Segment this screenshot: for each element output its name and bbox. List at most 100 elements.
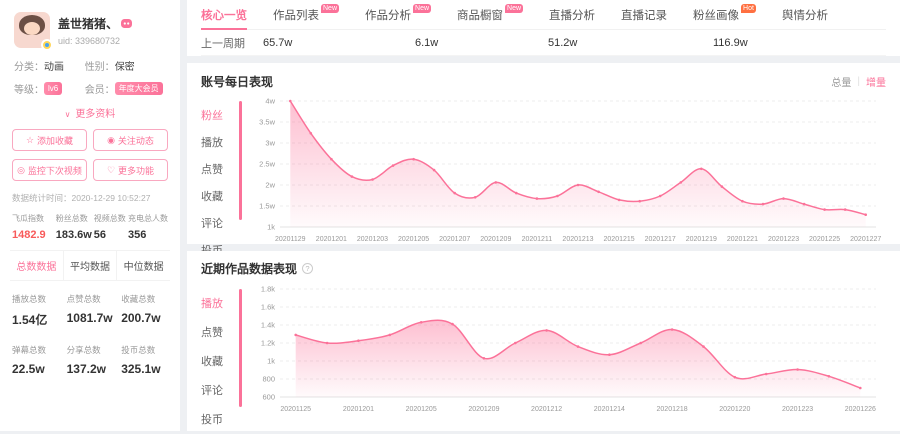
button-label: 更多功能 bbox=[118, 165, 155, 176]
daily-section-title: 账号每日表现 bbox=[201, 74, 274, 89]
svg-text:3w: 3w bbox=[265, 139, 275, 148]
svg-text:20201205: 20201205 bbox=[398, 236, 429, 243]
metric-tab-fans[interactable]: 粉丝 bbox=[201, 109, 223, 122]
daily-chart-area: 粉丝 播放 点赞 收藏 评论 投币 4w3.5w3w2.5w2w1.5w1k20… bbox=[201, 93, 886, 257]
metric-tab-plays[interactable]: 播放 bbox=[201, 298, 223, 310]
metric-tab-comments[interactable]: 评论 bbox=[201, 385, 223, 397]
nav-card: 核心一览 作品列表 New 作品分析 New 商品橱窗 New 直播分析 直播记… bbox=[187, 0, 900, 56]
tab-label: 商品橱窗 bbox=[457, 9, 504, 22]
toggle-incremental[interactable]: 增量 bbox=[866, 77, 886, 89]
metric-tab-comments[interactable]: 评论 bbox=[201, 217, 223, 230]
toggle-divider: | bbox=[857, 75, 860, 87]
svg-text:20201227: 20201227 bbox=[850, 236, 881, 243]
metric-tab-favorites[interactable]: 收藏 bbox=[201, 190, 223, 203]
button-label: 添加收藏 bbox=[37, 135, 74, 146]
svg-text:1k: 1k bbox=[267, 356, 275, 365]
monitor-next-video-button[interactable]: ◎ 监控下次视频 bbox=[12, 159, 87, 181]
svg-text:20201223: 20201223 bbox=[782, 406, 813, 413]
svg-text:20201205: 20201205 bbox=[406, 406, 437, 413]
tab-works-analysis[interactable]: 作品分析 New bbox=[365, 0, 432, 29]
svg-text:20201221: 20201221 bbox=[727, 236, 758, 243]
tab-label: 直播分析 bbox=[549, 9, 596, 22]
svg-text:20201213: 20201213 bbox=[562, 236, 593, 243]
tab-core-overview[interactable]: 核心一览 bbox=[201, 0, 247, 30]
info-icon[interactable]: ? bbox=[302, 263, 314, 274]
sidebar: 盖世猪猪、 uid: 339680732 分类： 动画 性别： 保密 等级： l… bbox=[0, 0, 180, 431]
metric-tab-likes[interactable]: 点赞 bbox=[201, 163, 223, 176]
svg-text:20201225: 20201225 bbox=[809, 236, 840, 243]
toggle-total[interactable]: 总量 bbox=[831, 77, 852, 89]
recent-works-chart[interactable]: 1.8k 1.6k 1.4k 1.2k 1k 800 600 20201125 20201201… bbox=[244, 281, 886, 417]
data-timestamp: 数据统计时间：2020-12-29 10:52:27 bbox=[12, 193, 151, 203]
tab-label: 作品分析 bbox=[365, 9, 412, 22]
more-profile-link[interactable]: ∨ 更多资料 bbox=[10, 105, 170, 120]
main-content: 核心一览 作品列表 New 作品分析 New 商品橱窗 New 直播分析 直播记… bbox=[187, 0, 900, 431]
monitor-icon: ◎ bbox=[17, 164, 25, 175]
svg-text:20201212: 20201212 bbox=[531, 406, 562, 413]
tab-fans-portrait[interactable]: 粉丝画像 Hot bbox=[693, 0, 756, 29]
new-badge: New bbox=[321, 4, 340, 13]
svg-text:20201217: 20201217 bbox=[645, 236, 676, 243]
follow-updates-button[interactable]: ◉ 关注动态 bbox=[93, 129, 168, 151]
total-incremental-toggle: 总量 | 增量 bbox=[831, 74, 886, 89]
works-section-header: 近期作品数据表现 ? bbox=[201, 259, 886, 279]
member-badge-icon bbox=[41, 39, 53, 51]
hot-badge: Hot bbox=[741, 4, 756, 13]
more-functions-button[interactable]: ♡ 更多功能 bbox=[93, 159, 168, 181]
tab-goods-window[interactable]: 商品橱窗 New bbox=[457, 0, 524, 29]
button-label: 监控下次视频 bbox=[27, 165, 82, 176]
metric-tab-plays[interactable]: 播放 bbox=[201, 136, 223, 149]
uid-text: uid: 339680732 bbox=[58, 36, 121, 46]
level-label: 等级： bbox=[14, 85, 44, 96]
svg-text:1.5w: 1.5w bbox=[259, 202, 275, 211]
tab-sentiment-analysis[interactable]: 舆情分析 bbox=[782, 0, 828, 29]
metric-tab-likes[interactable]: 点赞 bbox=[201, 327, 223, 339]
tab-label: 舆情分析 bbox=[781, 9, 828, 22]
svg-text:20201209: 20201209 bbox=[480, 236, 511, 243]
summary-value-1: 65.7w bbox=[263, 36, 293, 49]
button-label: 关注动态 bbox=[117, 135, 154, 146]
tab-label: 粉丝画像 bbox=[693, 9, 740, 22]
tab-average-data[interactable]: 平均数据 bbox=[64, 251, 118, 280]
active-metric-indicator bbox=[239, 101, 242, 220]
metric-tab-favorites[interactable]: 收藏 bbox=[201, 356, 223, 368]
avatar-face bbox=[24, 22, 40, 35]
plays-total: 播放总数 1.54亿 bbox=[12, 294, 48, 327]
summary-value-3: 51.2w bbox=[548, 36, 578, 49]
svg-text:600: 600 bbox=[262, 392, 275, 401]
tab-works-list[interactable]: 作品列表 New bbox=[273, 0, 340, 29]
gender-label: 性别： bbox=[84, 62, 115, 73]
metric-tab-coins[interactable]: 投币 bbox=[201, 414, 223, 426]
add-favorite-button[interactable]: ☆ 添加收藏 bbox=[12, 129, 87, 151]
summary-value-2: 6.1w bbox=[415, 36, 439, 49]
profile-text: 盖世猪猪、 uid: 339680732 bbox=[58, 12, 133, 48]
svg-text:20201201: 20201201 bbox=[343, 406, 374, 413]
svg-text:1.2k: 1.2k bbox=[261, 338, 275, 347]
tab-label: 直播记录 bbox=[621, 9, 668, 22]
favorites-total: 收藏总数 200.7w bbox=[121, 294, 161, 325]
svg-text:1k: 1k bbox=[267, 223, 275, 232]
chevron-down-icon: ∨ bbox=[64, 110, 71, 119]
tab-label: 作品列表 bbox=[273, 9, 319, 22]
pig-icon bbox=[121, 19, 133, 28]
summary-value-4: 116.9w bbox=[713, 36, 748, 49]
heart-icon: ♡ bbox=[106, 164, 116, 175]
new-badge: New bbox=[413, 4, 432, 13]
avatar[interactable] bbox=[14, 12, 53, 51]
member-badge: 年度大会员 bbox=[114, 82, 163, 95]
tab-median-data[interactable]: 中位数据 bbox=[123, 262, 164, 273]
svg-text:20201209: 20201209 bbox=[468, 406, 499, 413]
works-chart-area: 播放 点赞 收藏 评论 投币 1.8k 1.6k 1.4k 1.2k 1k 800 600 2… bbox=[201, 281, 886, 430]
star-icon: ☆ bbox=[25, 134, 35, 145]
profile-info: 分类： 动画 性别： 保密 等级： lv6 会员： 年度大会员 bbox=[10, 56, 170, 98]
summary-row-label: 上一周期 bbox=[201, 37, 245, 50]
top-nav: 核心一览 作品列表 New 作品分析 New 商品橱窗 New 直播分析 直播记… bbox=[201, 0, 886, 30]
svg-text:20201226: 20201226 bbox=[845, 406, 876, 413]
svg-text:20201207: 20201207 bbox=[439, 236, 470, 243]
tab-live-analysis[interactable]: 直播分析 bbox=[549, 0, 595, 29]
tab-live-records[interactable]: 直播记录 bbox=[621, 0, 667, 29]
totals-grid: 播放总数 1.54亿 点赞总数 1081.7w 收藏总数 200.7w 弹幕总数… bbox=[10, 281, 170, 388]
member-field: 会员： 年度大会员 bbox=[85, 81, 166, 96]
tab-total-data[interactable]: 总数数据 bbox=[10, 251, 64, 280]
